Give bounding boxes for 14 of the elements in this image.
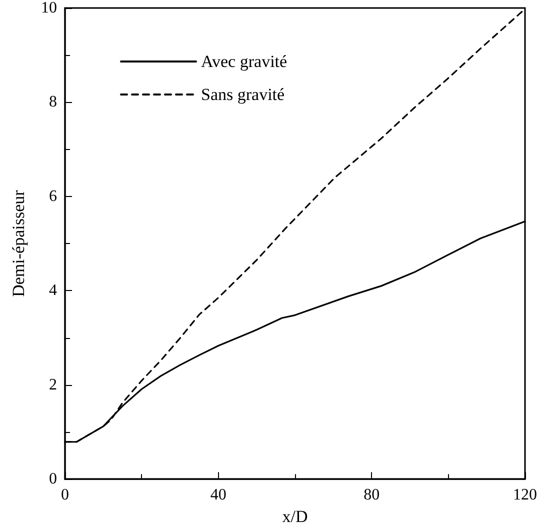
y-tick-label: 6	[49, 188, 57, 205]
y-tick-label: 0	[49, 470, 57, 488]
x-tick-label: 120	[513, 486, 537, 504]
x-tick-label: 40	[210, 486, 226, 504]
x-tick-label: 0	[61, 486, 69, 504]
y-tick-label: 10	[41, 0, 57, 16]
y-axis-title: Demi-épaisseur	[9, 190, 28, 297]
y-tick-label: 2	[49, 376, 57, 394]
x-axis-title: x/D	[282, 507, 308, 526]
y-tick-label: 4	[49, 282, 57, 300]
legend-label: Avec gravité	[201, 52, 288, 71]
x-tick-label: 80	[364, 486, 380, 504]
legend-label: Sans gravité	[201, 85, 285, 104]
y-tick-label: 8	[49, 94, 57, 111]
